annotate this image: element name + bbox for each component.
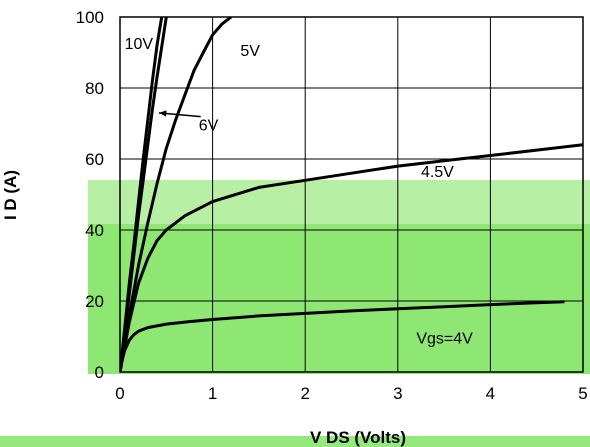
y-tick-label: 80 [85,79,104,98]
x-tick-label: 5 [578,384,587,403]
curve-label: 6V [199,118,219,135]
x-tick-label: 4 [486,384,495,403]
series-layer [120,17,583,372]
series-line-4-5v [120,143,583,372]
grid [119,16,584,373]
x-tick-label: 0 [115,384,124,403]
y-tick-label: 60 [85,150,104,169]
six-volt-pointer [158,110,201,118]
y-tick-label: 20 [85,292,104,311]
band-main [88,224,590,374]
overlay-bands [0,180,590,447]
series-line-5v [120,17,233,372]
x-tick-labels: 0 1 2 3 4 5 [115,384,587,403]
y-tick-labels: 0 20 40 60 80 100 [76,8,104,382]
curve-label: 4.5V [421,164,454,181]
x-tick-label: 3 [393,384,402,403]
y-tick-label: 100 [76,8,104,27]
y-axis-title: I D (A) [1,170,20,220]
y-tick-label: 40 [85,221,104,240]
x-axis-title: V DS (Volts) [310,428,406,447]
curve-label: Vgs=4V [416,331,473,348]
x-tick-label: 2 [300,384,309,403]
y-tick-label: 0 [95,363,104,382]
pointer-arrowhead [158,110,167,117]
band-bottom [0,436,590,447]
band-upper [88,180,590,224]
curve-label: 5V [240,43,260,60]
curve-labels: 10V 5V 6V 4.5V Vgs=4V [125,36,474,348]
series-line-vgs-4v [120,300,565,372]
curve-label: 10V [125,36,154,53]
plot-frame [119,16,584,373]
x-tick-label: 1 [208,384,217,403]
